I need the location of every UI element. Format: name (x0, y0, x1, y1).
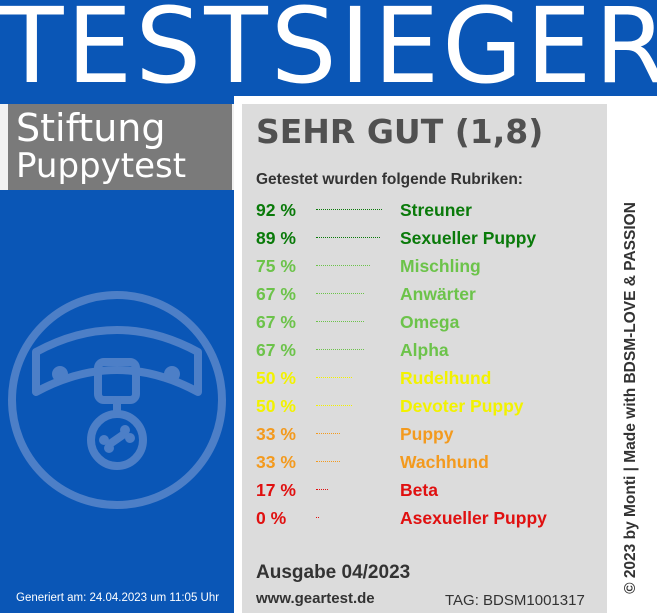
rating-text: SEHR GUT (1,8) (256, 112, 544, 151)
organization-line1: Stiftung (16, 106, 166, 150)
website-link[interactable]: www.geartest.de (256, 590, 375, 607)
organization-line2: Puppytest (16, 146, 187, 186)
category-name: Omega (400, 312, 460, 332)
category-name: Sexueller Puppy (400, 228, 537, 248)
category-score-line (316, 489, 328, 490)
category-score-line (316, 293, 364, 294)
category-percent: 75 % (256, 256, 296, 276)
category-score-line (316, 405, 352, 406)
category-percent: 67 % (256, 312, 296, 332)
category-score-line (316, 209, 382, 210)
category-row: 67 % Alpha (256, 340, 596, 364)
category-percent: 33 % (256, 452, 296, 472)
category-name: Mischling (400, 256, 481, 276)
category-percent: 92 % (256, 200, 296, 220)
category-row: 17 % Beta (256, 480, 596, 504)
category-percent: 0 % (256, 508, 287, 528)
category-name: Streuner (400, 200, 472, 220)
category-row: 50 % Rudelhund (256, 368, 596, 392)
category-percent: 67 % (256, 340, 296, 360)
category-score-line (316, 433, 340, 434)
categories-heading: Getestet wurden folgende Rubriken: (256, 171, 523, 188)
organization-box: Stiftung Puppytest (0, 104, 234, 190)
category-percent: 17 % (256, 480, 296, 500)
tag-label: TAG: BDSM1001317 (445, 592, 585, 609)
header-banner: TESTSIEGER (0, 0, 657, 106)
category-row: 92 % Streuner (256, 200, 596, 224)
category-name: Asexueller Puppy (400, 508, 547, 528)
category-score-line (316, 461, 340, 462)
category-row: 33 % Wachhund (256, 452, 596, 476)
category-name: Anwärter (400, 284, 476, 304)
category-row: 75 % Mischling (256, 256, 596, 280)
category-row: 50 % Devoter Puppy (256, 396, 596, 420)
category-score-line (316, 517, 319, 518)
category-name: Wachhund (400, 452, 489, 472)
category-name: Beta (400, 480, 438, 500)
category-row: 89 % Sexueller Puppy (256, 228, 596, 252)
category-score-line (316, 349, 364, 350)
category-score-line (316, 237, 380, 238)
category-name: Alpha (400, 340, 449, 360)
category-percent: 33 % (256, 424, 296, 444)
category-score-line (316, 265, 370, 266)
generated-timestamp: Generiert am: 24.04.2023 um 11:05 Uhr (16, 592, 220, 604)
copyright-text: © 2023 by Monti | Made with BDSM-LOVE & … (622, 202, 639, 594)
category-name: Devoter Puppy (400, 396, 524, 416)
category-row: 33 % Puppy (256, 424, 596, 448)
category-percent: 89 % (256, 228, 296, 248)
category-score-line (316, 377, 352, 378)
category-score-line (316, 321, 364, 322)
dog-collar-icon (8, 291, 226, 509)
category-percent: 50 % (256, 396, 296, 416)
edition-label: Ausgabe 04/2023 (256, 562, 411, 583)
results-panel (242, 104, 607, 613)
category-name: Puppy (400, 424, 454, 444)
organization-label: Stiftung Puppytest (8, 104, 232, 190)
category-percent: 67 % (256, 284, 296, 304)
category-row: 0 % Asexueller Puppy (256, 508, 596, 532)
category-row: 67 % Anwärter (256, 284, 596, 308)
seal-title: TESTSIEGER (0, 0, 657, 107)
category-name: Rudelhund (400, 368, 492, 388)
category-percent: 50 % (256, 368, 296, 388)
category-row: 67 % Omega (256, 312, 596, 336)
